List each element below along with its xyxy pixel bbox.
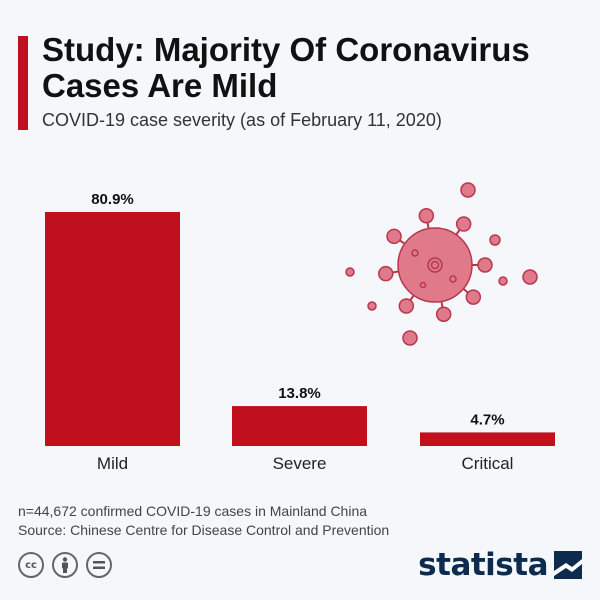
virus-spike-tip <box>378 265 394 282</box>
virus-particle <box>402 330 418 346</box>
value-label-critical: 4.7% <box>470 411 504 428</box>
virus-particle <box>522 269 538 285</box>
virus-illustration <box>345 182 538 346</box>
footnote: n=44,672 confirmed COVID-19 cases in Mai… <box>18 502 389 540</box>
virus-dot <box>419 281 427 289</box>
virus-spike-tip <box>465 289 482 305</box>
attribution-icon[interactable] <box>52 552 78 578</box>
brand-name: statista <box>418 547 548 583</box>
virus-dot <box>411 249 419 257</box>
title-accent-bar <box>18 36 28 130</box>
bars-layer: 80.9% Mild 13.8% Severe 4.7% Critical <box>45 191 555 473</box>
virus-particle <box>498 276 508 286</box>
category-label-critical: Critical <box>462 454 514 473</box>
virus-spike-tip <box>477 257 493 273</box>
bar-chart: 80.9% Mild 13.8% Severe 4.7% Critical <box>45 182 555 473</box>
virus-particle <box>345 267 355 277</box>
equals-glyph <box>93 561 105 569</box>
virus-spike-tip <box>398 298 415 314</box>
virus-spike-tip <box>455 216 472 232</box>
virus-particle <box>489 234 501 246</box>
virus-particle <box>367 301 377 311</box>
category-label-mild: Mild <box>97 454 128 473</box>
bar-mild <box>45 212 180 446</box>
statista-brand[interactable]: statista <box>418 547 582 583</box>
virus-spike-tip <box>418 208 435 224</box>
virus-spike-tip <box>435 306 452 322</box>
virus-core-inner <box>430 260 440 270</box>
person-glyph <box>62 557 68 573</box>
bar-severe <box>232 406 367 446</box>
no-derivatives-icon[interactable] <box>86 552 112 578</box>
value-label-severe: 13.8% <box>278 385 321 402</box>
statista-logo-icon <box>554 551 582 579</box>
chart-subtitle: COVID-19 case severity (as of February 1… <box>42 110 442 130</box>
virus-dot <box>449 275 457 283</box>
category-label-severe: Severe <box>273 454 327 473</box>
virus-spike-tip <box>386 228 402 245</box>
bar-critical <box>420 432 555 446</box>
virus-particle <box>460 182 476 198</box>
chart-title: Study: Majority Of Coronavirus Cases Are… <box>42 31 530 104</box>
license-icons: cc <box>18 552 112 578</box>
source-note: Source: Chinese Centre for Disease Contr… <box>18 522 390 538</box>
sample-note: n=44,672 confirmed COVID-19 cases in Mai… <box>18 503 368 519</box>
value-label-mild: 80.9% <box>91 191 134 208</box>
cc-icon[interactable]: cc <box>18 552 44 578</box>
